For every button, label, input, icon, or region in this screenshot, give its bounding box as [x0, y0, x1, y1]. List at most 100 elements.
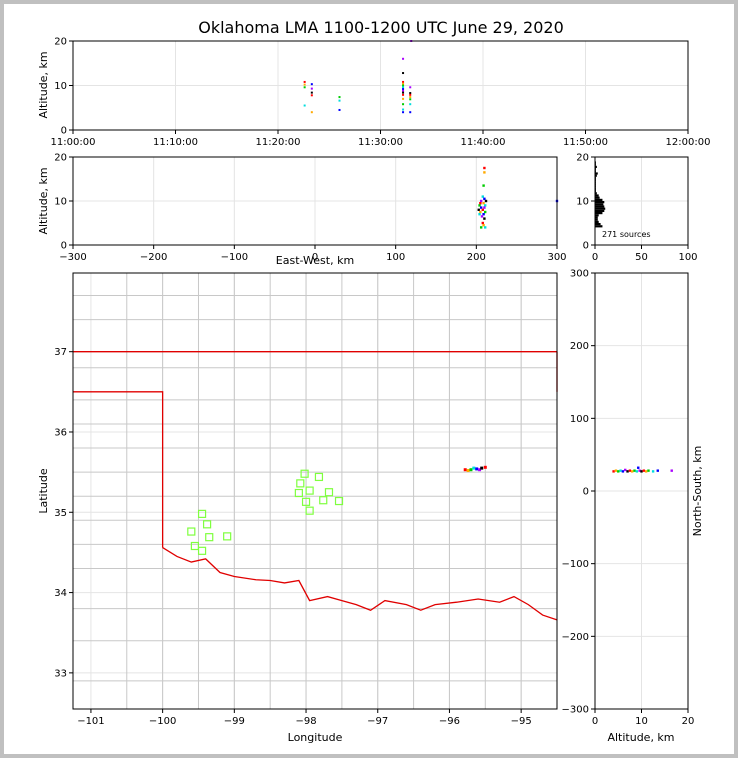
altitude-histogram-bar: [595, 223, 601, 226]
time-altitude-point: [402, 80, 405, 83]
time-altitude-point: [310, 94, 313, 97]
altitude-axis-tick-label: 0: [592, 716, 598, 727]
lma-station-marker: [334, 496, 344, 506]
altitude-histogram-bar: [595, 214, 599, 217]
longitude-axis-tick-label: −100: [149, 716, 176, 727]
ew-altitude-point: [483, 171, 486, 174]
east-west-axis-tick-label: −200: [140, 252, 167, 263]
ew-altitude-point: [483, 206, 486, 209]
time-altitude-point: [402, 108, 405, 111]
altitude-axis-tick-label: 20: [682, 716, 695, 727]
plan-map-ylabel: Latitude: [37, 468, 50, 514]
ew-altitude-point: [479, 226, 483, 229]
ew-altitude-point: [480, 215, 484, 218]
lma-station-marker: [305, 486, 314, 495]
lma-station-marker: [190, 541, 199, 551]
altitude-histogram-bar: [595, 220, 599, 223]
altitude-ns-point: [617, 470, 620, 473]
ew-altitude-point: [478, 204, 481, 207]
altitude-ns-grid: [594, 272, 689, 710]
east-west-axis-tick-label: −300: [59, 252, 86, 263]
time-altitude-point: [402, 82, 405, 85]
altitude-axis-tick-label: 0: [61, 126, 67, 137]
altitude-axis-tick-label: 10: [576, 197, 589, 208]
lma-station-marker: [202, 520, 212, 529]
time-axis-tick-label: 11:10:00: [153, 137, 198, 148]
ew-altitude-point: [482, 224, 485, 227]
count-axis-tick-label: 0: [592, 252, 598, 263]
lma-station-marker: [314, 472, 324, 482]
north-south-axis-tick-label: 300: [570, 269, 589, 280]
lma-station-marker: [205, 533, 214, 542]
altitude-ns-point: [670, 469, 673, 472]
lma-station-marker: [294, 488, 303, 498]
time-altitude-point: [409, 103, 412, 106]
time-altitude-point: [402, 88, 405, 91]
altitude-histogram-bar: [595, 165, 597, 168]
time-altitude-point: [338, 108, 341, 111]
time-altitude-ticks: 11:00:00 11:10:00 11:20:00 11:30:00 11:40:00…: [51, 37, 711, 149]
altitude-ns-point: [635, 470, 639, 473]
altitude-histogram-bar: [595, 209, 605, 212]
time-altitude-point: [402, 89, 405, 92]
ew-altitude-panel: −300 −200 −100 0 100 200 300 0 10 20 Altitude, km…: [37, 153, 567, 268]
ew-altitude-point: [478, 213, 481, 216]
plan-map-panel: −101 −100 −99 −98 −97 −96 −95 33 34 35 36 37 Latitu…: [37, 272, 558, 744]
time-altitude-point: [303, 104, 306, 107]
lma-station-marker: [305, 506, 314, 515]
altitude-ns-point: [647, 469, 650, 472]
state-boundary: [73, 351, 558, 621]
time-axis-tick-label: 11:20:00: [256, 137, 301, 148]
altitude-histogram-bars: [595, 161, 606, 228]
altitude-histogram-bar: [595, 198, 603, 201]
altitude-ns-point: [626, 470, 629, 473]
altitude-ns-point: [621, 470, 625, 473]
time-altitude-ylabel: Altitude, km: [37, 51, 50, 118]
lightning-source-point: [475, 467, 479, 471]
longitude-axis-tick-label: −96: [439, 716, 460, 727]
ew-altitude-point: [481, 195, 484, 198]
ew-altitude-point: [484, 226, 487, 229]
time-altitude-point: [402, 72, 405, 75]
longitude-axis-tick-label: −97: [367, 716, 388, 727]
ew-altitude-point: [477, 208, 480, 211]
time-altitude-point: [409, 96, 412, 99]
altitude-ns-point: [614, 469, 618, 472]
count-axis-tick-label: 50: [635, 252, 648, 263]
lightning-source-point: [469, 468, 473, 472]
latitude-axis-tick-label: 36: [54, 427, 67, 438]
altitude-ns-point: [656, 469, 659, 472]
altitude-ns-panel: 0 10 20 −300 −200 −100 0 100 200 300 Altitude, km…: [562, 269, 704, 745]
north-south-axis-tick-label: 100: [570, 414, 589, 425]
ew-altitude-point: [483, 217, 486, 220]
lma-figure: Oklahoma LMA 1100-1200 UTC June 29, 2020…: [37, 18, 711, 745]
altitude-ns-point: [628, 469, 632, 472]
count-axis-tick-label: 100: [678, 252, 697, 263]
lightning-source-point: [472, 466, 476, 470]
altitude-histogram-bar: [595, 192, 597, 195]
lightning-source-point: [463, 468, 467, 472]
altitude-axis-tick-label: 20: [54, 37, 67, 48]
lightning-source-point: [483, 465, 487, 469]
lma-stations: [187, 469, 344, 555]
lma-station-marker: [301, 497, 311, 506]
time-altitude-grid: [72, 40, 689, 131]
latitude-axis-tick-label: 37: [54, 347, 67, 358]
ew-altitude-point: [479, 202, 482, 205]
altitude-axis-tick-label: 10: [635, 716, 648, 727]
east-west-axis-tick-label: 0: [312, 252, 318, 263]
lma-station-marker: [187, 527, 196, 536]
lightning-source-point: [466, 469, 470, 473]
ew-altitude-point: [481, 221, 484, 225]
east-west-axis-tick-label: 100: [386, 252, 405, 263]
north-south-axis-tick-label: 200: [570, 341, 589, 352]
plan-map-grid: [73, 273, 557, 709]
altitude-histogram-bar: [595, 205, 605, 208]
time-altitude-point: [310, 87, 313, 90]
texas-panhandle-border: [73, 391, 164, 548]
altitude-histogram-bar: [595, 218, 598, 221]
altitude-ns-point: [631, 470, 634, 473]
altitude-histogram-bar: [595, 196, 600, 199]
altitude-axis-tick-label: 10: [54, 197, 67, 208]
county-boundaries: [73, 273, 557, 709]
